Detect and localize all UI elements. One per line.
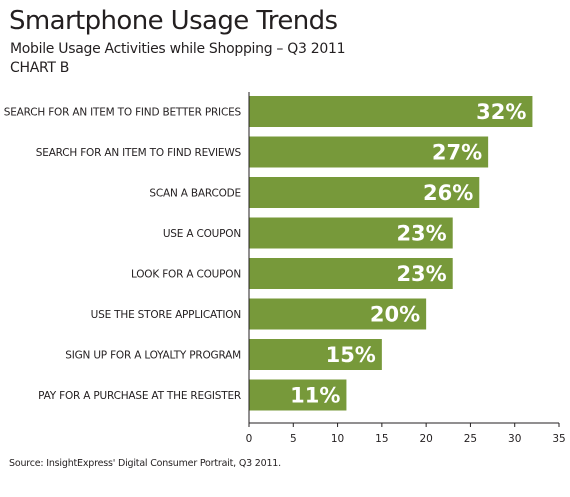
x-tick-label: 20: [419, 433, 432, 445]
x-tick-label: 0: [246, 433, 253, 445]
bar: [249, 217, 453, 249]
x-tick-label: 25: [464, 433, 477, 445]
x-tick-label: 10: [331, 433, 344, 445]
x-tick-label: 35: [552, 433, 565, 445]
bar: [249, 258, 453, 289]
x-tick-label: 5: [290, 433, 297, 445]
value-label: 11%: [290, 384, 340, 408]
value-label: 23%: [396, 222, 446, 246]
value-label: 27%: [432, 141, 482, 165]
category-label: SEARCH FOR AN ITEM TO FIND REVIEWS: [36, 147, 242, 159]
value-label: 23%: [396, 262, 446, 286]
category-label: PAY FOR A PURCHASE AT THE REGISTER: [38, 390, 241, 402]
chart-label: CHART B: [10, 60, 70, 76]
x-axis: 0 5 10 15 20 25 30 35: [246, 92, 566, 445]
category-label: USE THE STORE APPLICATION: [91, 309, 241, 321]
bar: [249, 298, 427, 330]
bar: [249, 339, 382, 370]
category-label: LOOK FOR A COUPON: [131, 269, 241, 281]
category-label: SIGN UP FOR A LOYALTY PROGRAM: [65, 350, 241, 362]
bar: [249, 96, 533, 127]
chart-title: Smartphone Usage Trends: [9, 6, 338, 36]
value-label: 32%: [476, 100, 526, 124]
category-label: SEARCH FOR AN ITEM TO FIND BETTER PRICES: [4, 107, 242, 119]
bar: [249, 136, 489, 168]
bar: [249, 177, 480, 208]
value-label: 20%: [370, 303, 420, 327]
category-label: USE A COUPON: [163, 228, 241, 240]
bars-layer: SEARCH FOR AN ITEM TO FIND BETTER PRICES…: [4, 96, 533, 411]
x-tick-label: 15: [375, 433, 388, 445]
source-note: Source: InsightExpress' Digital Consumer…: [9, 458, 281, 469]
value-label: 15%: [326, 343, 376, 367]
category-label: SCAN A BARCODE: [149, 188, 241, 200]
value-label: 26%: [423, 181, 473, 205]
bar: [249, 379, 347, 411]
x-tick-label: 30: [508, 433, 521, 445]
chart-subtitle: Mobile Usage Activities while Shopping –…: [10, 41, 346, 57]
